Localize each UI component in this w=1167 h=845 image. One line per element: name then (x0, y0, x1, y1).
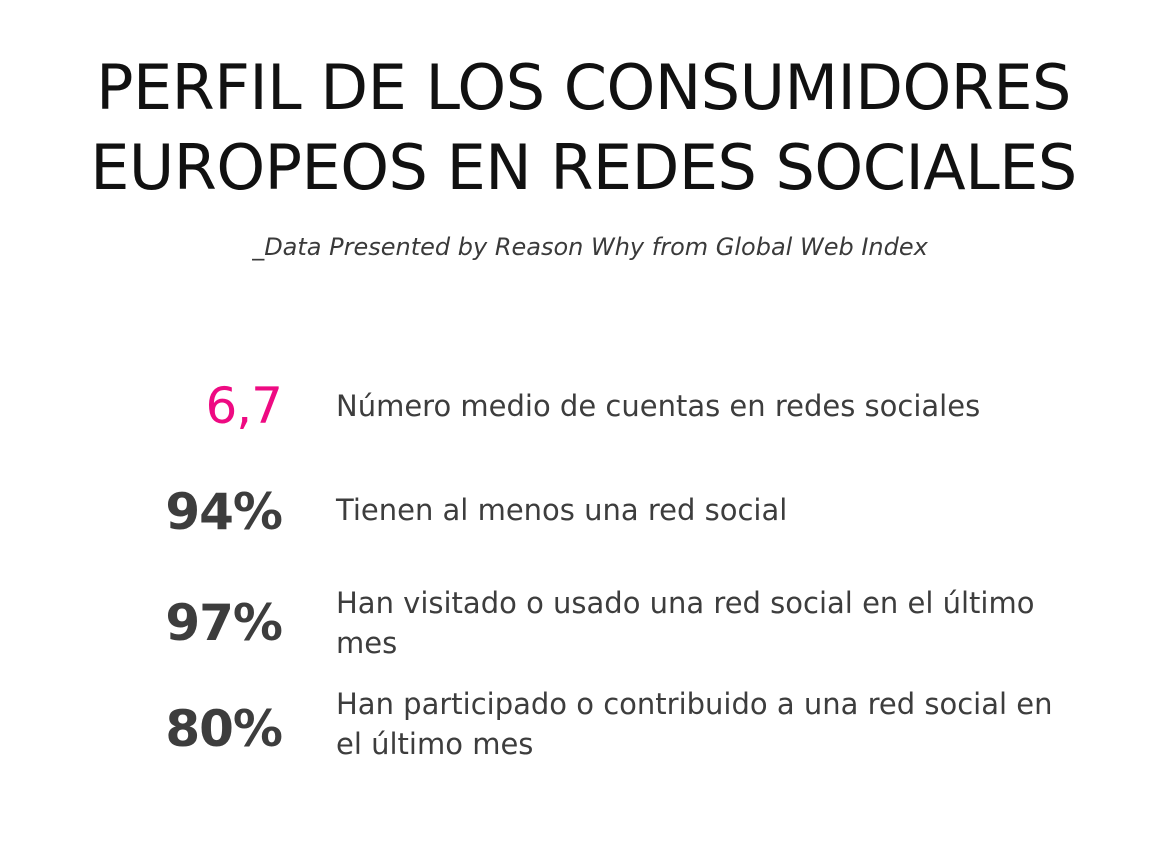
stat-value: 97% (165, 594, 283, 652)
stat-value: 6,7 (205, 377, 283, 435)
page-title: PERFIL DE LOS CONSUMIDORES EUROPEOS EN R… (0, 48, 1167, 208)
stat-label: Han participado o contribuido a una red … (336, 687, 1053, 761)
stat-value: 80% (165, 700, 283, 758)
subtitle: _Data Presented by Reason Why from Globa… (252, 233, 928, 261)
stat-label: Número medio de cuentas en redes sociale… (336, 389, 981, 423)
stat-label: Han visitado o usado una red social en e… (336, 586, 1035, 660)
title-line-1: PERFIL DE LOS CONSUMIDORES (96, 51, 1071, 124)
title-line-2: EUROPEOS EN REDES SOCIALES (90, 131, 1077, 204)
stat-label: Tienen al menos una red social (336, 493, 788, 527)
stat-value: 94% (165, 483, 283, 541)
